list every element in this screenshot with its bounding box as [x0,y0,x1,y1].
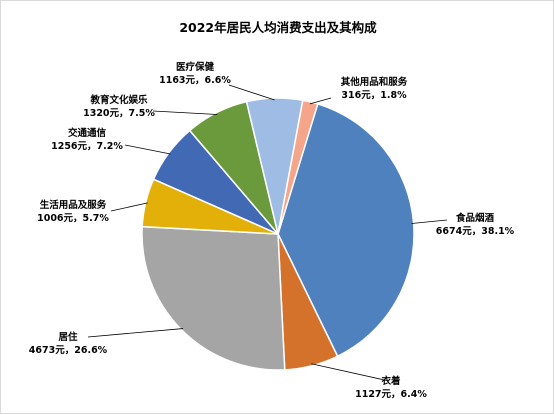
leader-line [152,110,218,115]
data-label-value: 1256元，7.2% [51,141,123,152]
leader-line [228,84,275,101]
leader-line [309,97,332,105]
data-label-category: 医疗保健 [176,61,215,73]
pie-slices [141,97,415,371]
pie-slice [277,99,319,235]
data-labels: 食品烟酒 6674元，38.1% 衣着 1127元，6.4% 居住 4673元，26.6%… [29,61,515,400]
data-label-value: 1320元，7.5% [83,108,155,119]
data-label-category: 居住 [58,331,78,343]
data-label-value: 316元，1.8% [341,90,407,101]
data-label-category: 交通通信 [68,127,107,139]
data-label-category: 生活用品及服务 [40,199,107,211]
leader-line [87,328,184,338]
data-label-category: 衣着 [381,375,401,387]
pie-slice [141,225,286,371]
data-label-value: 4673元，26.6% [29,345,108,356]
leader-line [110,202,148,212]
data-label-category: 食品烟酒 [455,212,495,224]
data-label-value: 1127元，6.4% [355,389,427,400]
data-label-category: 教育文化娱乐 [89,94,148,106]
data-label-category: 其他用品和服务 [341,76,408,88]
leader-lines [87,84,448,382]
chart-title: 2022年居民人均消费支出及其构成 [179,20,377,35]
data-label-value: 1006元，5.7% [37,213,109,224]
leader-line [411,219,448,224]
leader-line [311,363,390,382]
data-label-value: 1163元，6.6% [159,75,231,86]
leader-line [124,144,171,155]
data-label-value: 6674元，38.1% [436,226,515,237]
